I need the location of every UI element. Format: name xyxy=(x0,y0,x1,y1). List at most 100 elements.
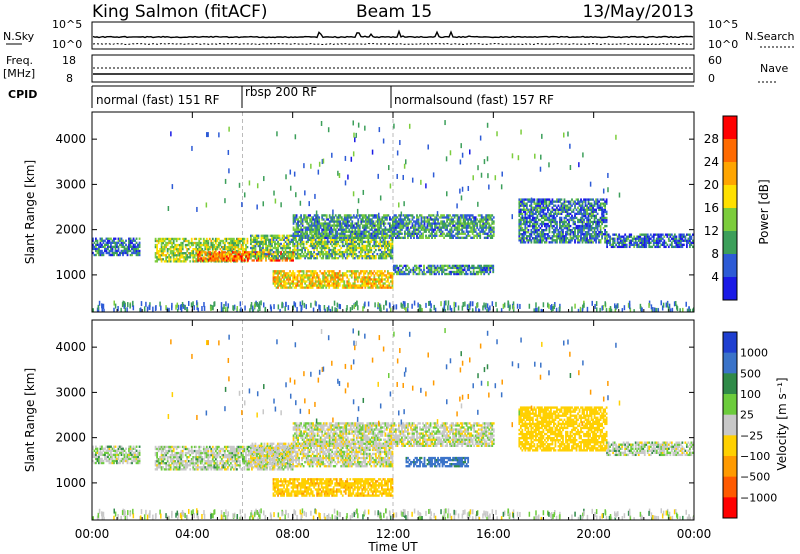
echo-cell xyxy=(128,241,130,244)
echo-cell xyxy=(321,222,324,225)
echo-cell xyxy=(518,212,521,216)
echo-cell xyxy=(380,252,383,256)
echo-cell xyxy=(673,235,676,238)
echo-cell xyxy=(318,230,321,233)
echo-cell xyxy=(342,228,345,231)
echo-cell xyxy=(596,200,599,203)
echo-cell xyxy=(300,214,302,217)
echo-cell xyxy=(385,276,388,279)
echo-cell xyxy=(406,272,409,276)
echo-cell xyxy=(522,233,525,236)
echo-cell xyxy=(280,251,282,254)
echo-cell xyxy=(110,253,112,257)
echo-cell xyxy=(122,243,124,247)
echo-cell xyxy=(450,226,453,229)
echo-cell xyxy=(587,212,590,216)
echo-cell xyxy=(268,257,270,260)
echo-cell xyxy=(450,230,453,233)
echo-cell xyxy=(373,257,376,260)
echo-cell xyxy=(168,239,171,243)
echo-cell xyxy=(688,241,691,244)
echo-cell xyxy=(125,249,127,253)
echo-cell xyxy=(458,236,461,239)
echo-cell xyxy=(440,234,442,237)
echo-cell xyxy=(259,240,261,244)
echo-cell xyxy=(166,241,169,245)
echo-cell xyxy=(283,284,285,287)
echo-cell xyxy=(383,274,386,277)
echo-cell xyxy=(441,214,444,217)
echo-cell xyxy=(551,224,554,228)
echo-cell xyxy=(587,202,590,205)
echo-cell xyxy=(163,245,166,249)
echo-cell xyxy=(265,257,267,260)
echo-cell xyxy=(404,230,406,233)
echo-cell xyxy=(560,208,563,211)
echo-cell xyxy=(338,284,341,287)
echo-cell xyxy=(346,250,349,254)
echo-cell xyxy=(388,228,391,231)
echo-cell xyxy=(440,220,442,223)
echo-cell xyxy=(219,243,222,247)
echo-cell xyxy=(645,241,648,244)
echo-cell xyxy=(363,228,366,231)
echo-cell xyxy=(336,224,339,227)
echo-cell xyxy=(375,216,378,219)
echo-cell xyxy=(253,246,255,250)
echo-cell xyxy=(135,251,138,255)
echo-cell xyxy=(361,220,364,223)
echo-cell xyxy=(292,253,294,256)
echo-cell xyxy=(181,241,184,245)
echo-cell xyxy=(363,236,366,239)
echo-cell xyxy=(129,241,132,244)
echo-cell xyxy=(326,246,329,250)
echo-cell xyxy=(226,241,229,245)
echo-cell xyxy=(314,238,317,242)
echo-cell xyxy=(197,257,200,260)
echo-cell xyxy=(292,228,295,231)
echo-cell xyxy=(275,254,278,258)
echo-cell xyxy=(326,240,329,244)
echo-cell xyxy=(604,204,607,207)
echo-cell xyxy=(374,238,377,242)
echo-cell xyxy=(521,202,524,205)
echo-cell xyxy=(444,228,447,231)
echo-cell xyxy=(293,276,296,279)
echo-cell xyxy=(681,243,684,247)
echo-cell xyxy=(332,278,335,281)
echo-cell xyxy=(572,235,575,238)
echo-cell xyxy=(300,232,302,235)
echo-cell xyxy=(172,245,175,249)
echo-cell xyxy=(449,236,451,239)
echo-cell xyxy=(540,198,543,201)
echo-cell xyxy=(381,222,384,225)
echo-cell xyxy=(369,218,372,221)
echo-cell xyxy=(577,228,579,232)
echo-cell xyxy=(379,226,382,229)
echo-cell xyxy=(401,226,403,229)
echo-cell xyxy=(590,216,593,220)
echo-cell xyxy=(661,241,664,244)
echo-cell xyxy=(405,222,408,225)
echo-cell xyxy=(377,257,380,260)
echo-cell xyxy=(290,282,293,285)
echo-cell xyxy=(215,257,218,260)
echo-cell xyxy=(373,246,376,250)
echo-cell xyxy=(257,257,260,260)
echo-cell xyxy=(518,222,521,226)
echo-cell xyxy=(334,272,337,275)
echo-cell xyxy=(459,272,462,276)
echo-cell xyxy=(138,251,141,255)
echo-cell xyxy=(406,264,409,268)
echo-cell xyxy=(349,246,352,250)
echo-cell xyxy=(379,278,382,281)
echo-cell xyxy=(193,260,196,263)
echo-cell xyxy=(443,214,445,217)
echo-cell xyxy=(530,208,533,211)
echo-cell xyxy=(672,245,675,249)
echo-cell xyxy=(443,226,445,229)
echo-cell xyxy=(356,280,359,283)
echo-cell xyxy=(478,268,481,272)
echo-cell xyxy=(447,264,449,268)
echo-cell xyxy=(250,236,252,239)
